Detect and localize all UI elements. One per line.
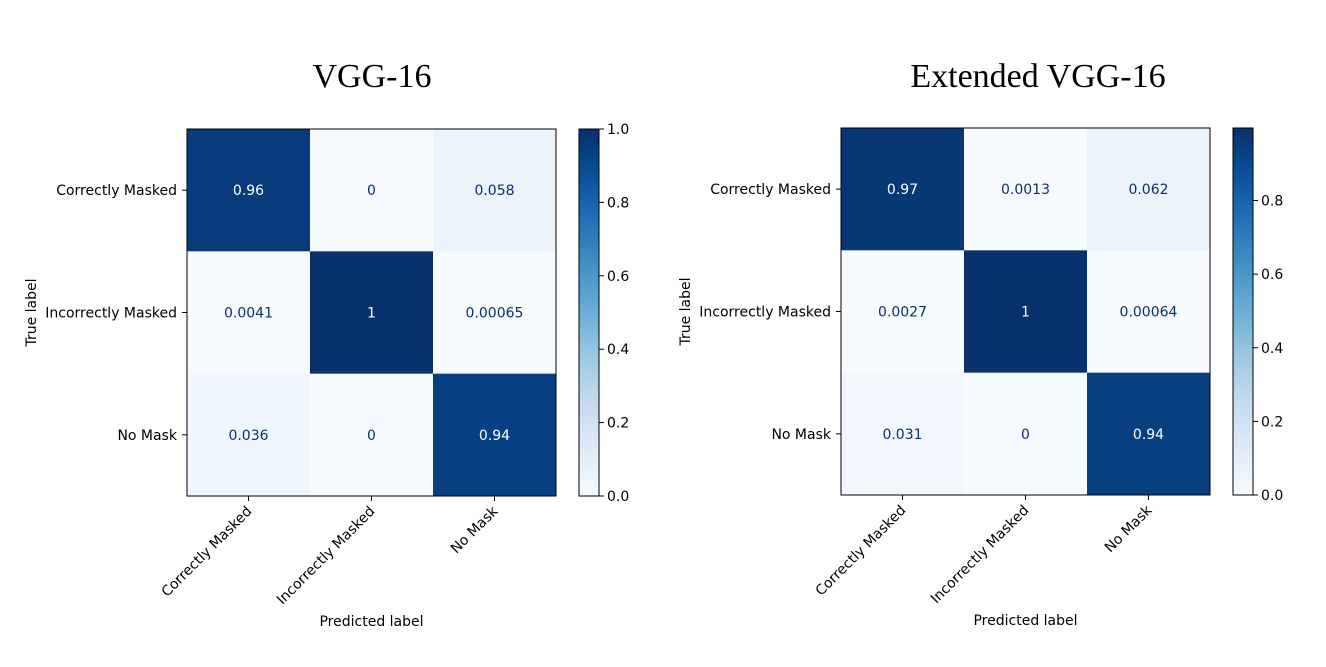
cell-value-label: 0.0013 xyxy=(1001,182,1050,198)
cell-value-label: 0.00064 xyxy=(1120,305,1178,321)
cell-value-label: 0.94 xyxy=(479,428,510,444)
y-tick-label: Incorrectly Masked xyxy=(45,306,177,322)
confusion-matrix-panel-1: VGG-16 0.96 0 0.058 0.0041 1 0.00065 0.036 0 0.94… xyxy=(24,58,629,630)
cell-value-label: 0.031 xyxy=(882,427,922,443)
heatmap-cell xyxy=(964,250,1088,374)
heatmap-cell xyxy=(310,251,434,375)
heatmap-cell xyxy=(1087,250,1211,374)
y-tick-label: No Mask xyxy=(117,428,177,444)
x-tick-label: Correctly Masked xyxy=(813,503,910,600)
heatmap-cell xyxy=(841,372,965,496)
cell-value-label: 0.97 xyxy=(887,182,918,198)
cell-value-label: 0.062 xyxy=(1128,182,1168,198)
x-axis-label: Predicted label xyxy=(319,614,423,630)
cell-value-label: 0 xyxy=(1021,427,1030,443)
y-tick-label: Correctly Masked xyxy=(56,183,177,199)
heatmap-cell xyxy=(187,129,311,252)
heatmap-cell xyxy=(841,128,965,251)
x-tick-label: Incorrectly Masked xyxy=(928,503,1032,607)
heatmap-cell xyxy=(964,128,1088,251)
heatmap-cell xyxy=(433,129,557,252)
colorbar xyxy=(578,128,600,497)
cell-value-label: 0.0041 xyxy=(224,306,273,322)
chart-title: VGG-16 xyxy=(313,58,432,95)
heatmap-cell xyxy=(187,251,311,375)
cell-value-label: 1 xyxy=(367,306,376,322)
colorbar-tick-label: 0.0 xyxy=(607,489,629,505)
x-tick-label: No Mask xyxy=(1102,502,1156,556)
y-axis-label: True label xyxy=(678,277,694,346)
colorbar-tick-label: 0.2 xyxy=(1261,414,1283,430)
x-axis-label: Predicted label xyxy=(973,613,1077,629)
colorbar-tick-label: 0.4 xyxy=(607,342,629,358)
heatmap-cell xyxy=(1087,372,1211,496)
heatmap-cell xyxy=(433,251,557,375)
colorbar-tick-label: 1.0 xyxy=(607,122,629,138)
y-tick-label: No Mask xyxy=(771,427,831,443)
y-tick-label: Incorrectly Masked xyxy=(699,305,831,321)
colorbar-tick-label: 0.0 xyxy=(1261,488,1283,504)
cell-value-label: 0 xyxy=(367,428,376,444)
cell-value-label: 0.058 xyxy=(474,183,514,199)
colorbar-tick-label: 0.8 xyxy=(1261,194,1283,210)
chart-title: Extended VGG-16 xyxy=(910,58,1165,95)
cell-value-label: 0.96 xyxy=(233,183,264,199)
heatmap-cell xyxy=(841,250,965,374)
confusion-matrix-panel-2: Extended VGG-16 0.97 0.0013 0.062 0.0027 1 0.0… xyxy=(678,58,1283,629)
y-axis-label: True label xyxy=(24,278,40,347)
y-tick-label: Correctly Masked xyxy=(710,182,831,198)
x-tick-label: No Mask xyxy=(448,503,502,557)
x-tick-label: Incorrectly Masked xyxy=(274,504,378,608)
heatmap-cell xyxy=(310,129,434,252)
heatmap-cell xyxy=(433,373,557,497)
colorbar-tick-label: 0.4 xyxy=(1261,341,1283,357)
colorbar xyxy=(1232,127,1254,496)
cell-value-label: 0.0027 xyxy=(878,305,927,321)
cell-value-label: 1 xyxy=(1021,305,1030,321)
heatmap-cell xyxy=(187,373,311,497)
x-tick-label: Correctly Masked xyxy=(159,504,256,601)
heatmap-cell xyxy=(310,373,434,497)
cell-value-label: 0.00065 xyxy=(466,306,524,322)
cell-value-label: 0 xyxy=(367,183,376,199)
heatmap-cell xyxy=(1087,128,1211,251)
heatmap-cell xyxy=(964,372,1088,496)
colorbar-tick-label: 0.6 xyxy=(1261,267,1283,283)
cell-value-label: 0.036 xyxy=(228,428,268,444)
colorbar-tick-label: 0.8 xyxy=(607,195,629,211)
colorbar-tick-label: 0.6 xyxy=(607,269,629,285)
colorbar-tick-label: 0.2 xyxy=(607,416,629,432)
cell-value-label: 0.94 xyxy=(1133,427,1164,443)
